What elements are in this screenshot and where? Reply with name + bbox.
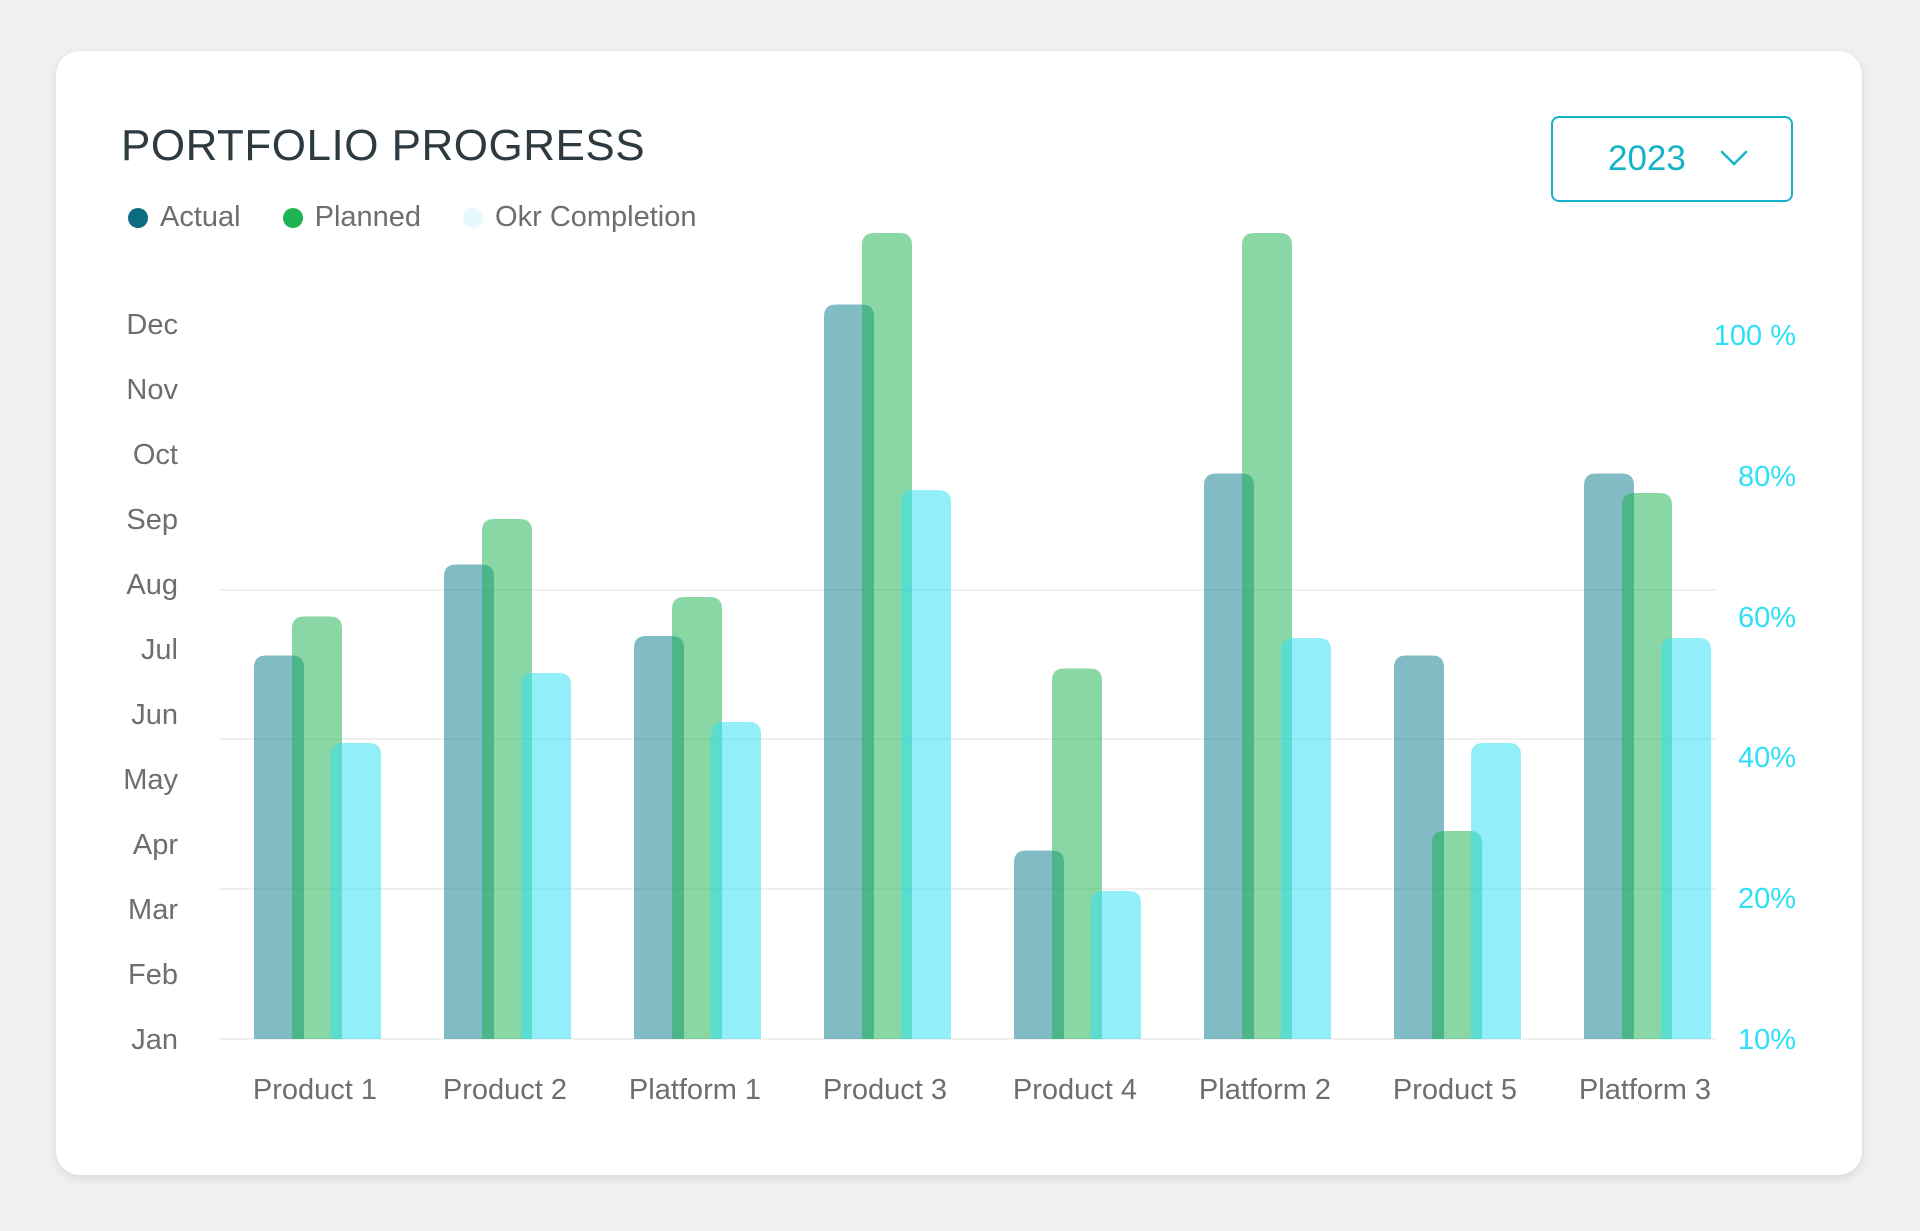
legend-dot-actual [128, 207, 148, 228]
bar-actual-7 [1584, 473, 1634, 1039]
bar-actual-2 [634, 636, 684, 1039]
x-axis-label-product-5: Product 5 [1393, 1074, 1517, 1106]
right-axis-tick-5: 100 % [1714, 320, 1796, 352]
x-axis-label-platform-3: Platform 3 [1579, 1074, 1711, 1106]
portfolio-progress-card: PORTFOLIO PROGRESS Actual Planned Okr Co… [56, 51, 1862, 1175]
y-axis-tick-feb: Feb [128, 959, 178, 991]
y-axis-tick-dec: Dec [126, 309, 178, 341]
bar-actual-6 [1394, 655, 1444, 1039]
card-title: PORTFOLIO PROGRESS [121, 121, 646, 170]
y-axis-tick-jan: Jan [131, 1024, 178, 1056]
bar-planned-6 [1432, 831, 1482, 1039]
x-axis-label-product-4: Product 4 [1013, 1074, 1137, 1106]
bar-okr-completion-3 [901, 490, 951, 1040]
bar-planned-4 [1052, 668, 1102, 1039]
legend-dot-planned [282, 207, 303, 228]
y-axis-tick-may: May [123, 764, 178, 796]
x-axis-label-platform-1: Platform 1 [629, 1074, 761, 1106]
legend-label-planned: Planned [314, 201, 422, 233]
bar-planned-1 [482, 519, 532, 1039]
bar-actual-4 [1014, 850, 1064, 1039]
portfolio-bar-chart: Jan Feb Mar Apr May Jun Jul Aug Sep Oct Nov Dec 10% 2… [123, 233, 1796, 1106]
bar-planned-5 [1242, 233, 1292, 1039]
legend-item-planned: Planned [282, 201, 422, 234]
right-axis-tick-4: 80% [1738, 461, 1796, 493]
right-axis-tick-2: 40% [1738, 742, 1796, 774]
x-axis-label-product-2: Product 2 [443, 1074, 567, 1106]
y-axis-tick-sep: Sep [126, 504, 178, 536]
bar-okr-completion-0 [331, 743, 381, 1039]
bar-actual-5 [1204, 473, 1254, 1039]
y-axis-tick-apr: Apr [133, 829, 178, 861]
y-axis-tick-nov: Nov [126, 374, 178, 406]
right-axis-tick-0: 10% [1738, 1024, 1796, 1056]
bar-actual-1 [444, 564, 494, 1039]
y-axis-tick-jul: Jul [141, 634, 178, 666]
y-axis-tick-jun: Jun [131, 699, 178, 731]
legend-label-actual: Actual [160, 201, 241, 233]
chevron-down-icon [1720, 150, 1748, 166]
year-select[interactable]: 2023 [1551, 116, 1793, 202]
bar-planned-3 [862, 233, 912, 1039]
bar-planned-2 [672, 597, 722, 1039]
chart-legend: Actual Planned Okr Completion [128, 201, 739, 234]
bar-planned-0 [292, 616, 342, 1039]
bar-okr-completion-5 [1281, 638, 1331, 1039]
x-axis-label-product-1: Product 1 [253, 1074, 377, 1106]
legend-dot-okr-completion [463, 207, 484, 228]
bar-actual-0 [254, 655, 304, 1039]
y-axis-tick-aug: Aug [126, 569, 178, 601]
right-axis-tick-1: 20% [1738, 883, 1796, 915]
bar-actual-3 [824, 304, 874, 1039]
bar-okr-completion-4 [1091, 890, 1141, 1039]
bar-okr-completion-7 [1661, 638, 1711, 1039]
x-axis-label-platform-2: Platform 2 [1199, 1074, 1331, 1106]
x-axis-label-product-3: Product 3 [823, 1074, 947, 1106]
bar-okr-completion-6 [1471, 743, 1521, 1039]
legend-label-okr-completion: Okr Completion [495, 201, 697, 233]
y-axis-tick-oct: Oct [133, 439, 178, 471]
bar-okr-completion-1 [521, 673, 571, 1039]
y-axis-tick-mar: Mar [128, 894, 178, 926]
right-axis-tick-3: 60% [1738, 602, 1796, 634]
legend-item-actual: Actual [128, 201, 241, 234]
legend-item-okr-completion: Okr Completion [463, 201, 697, 234]
year-select-value: 2023 [1608, 139, 1686, 178]
bar-okr-completion-2 [711, 722, 761, 1039]
bar-planned-7 [1622, 493, 1672, 1039]
